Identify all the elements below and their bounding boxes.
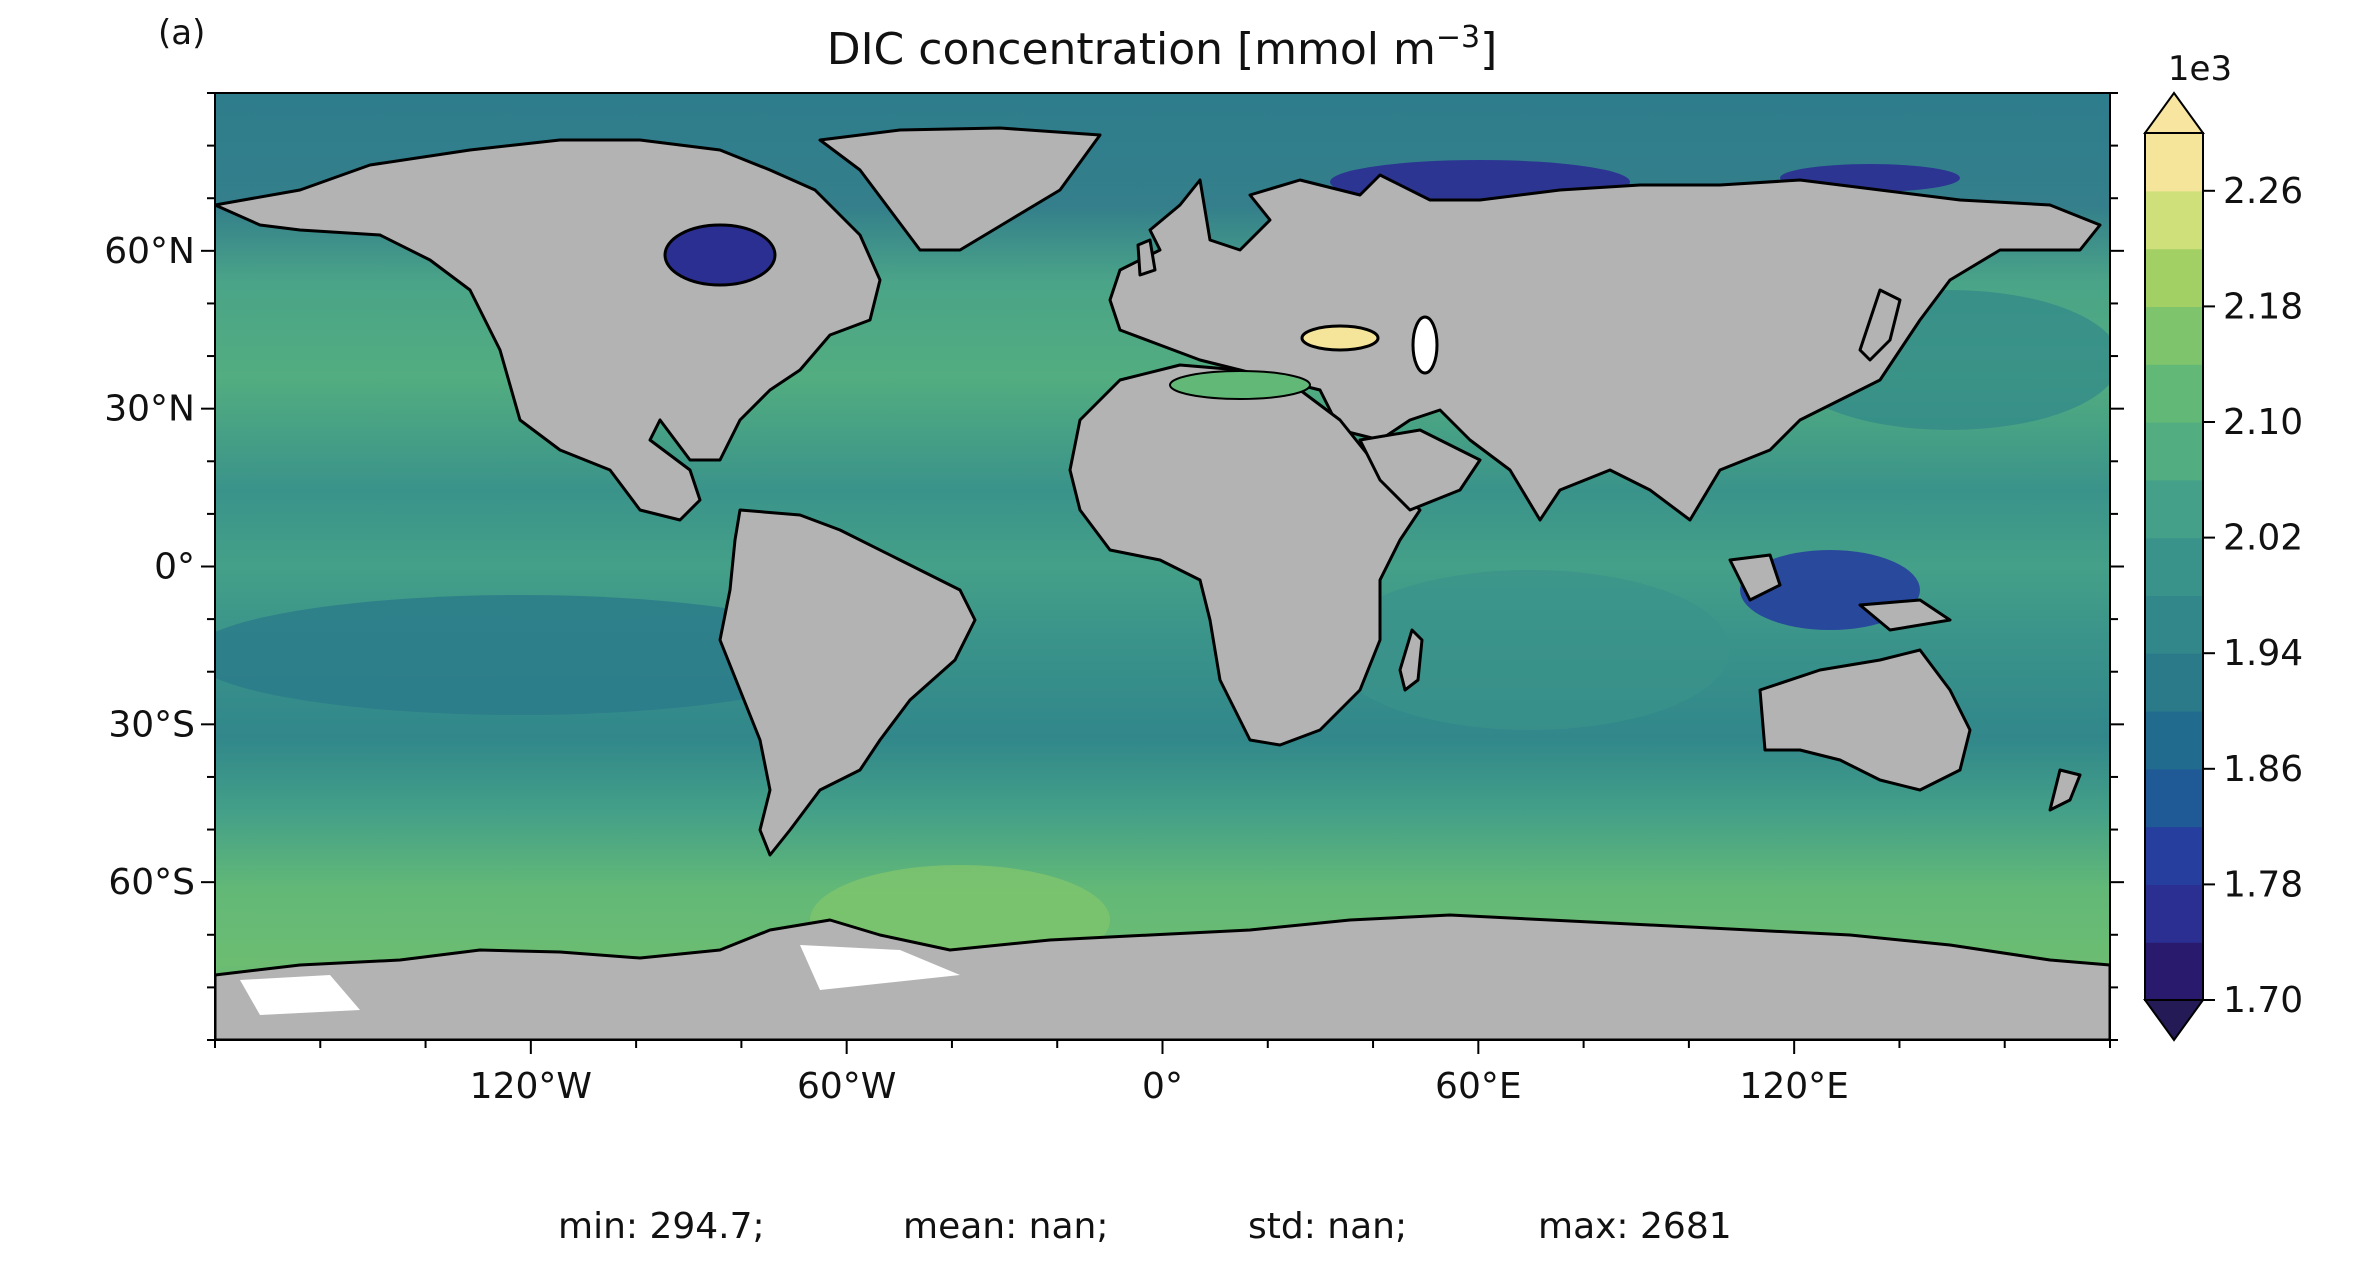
y-tick-label: 60°S xyxy=(108,862,195,903)
caspian-sea xyxy=(1411,315,1439,375)
colorbar-level xyxy=(2145,248,2203,307)
colorbar-tick-label: 1.70 xyxy=(2223,980,2303,1021)
mediterranean xyxy=(1169,370,1311,400)
colorbar-tick-label: 1.94 xyxy=(2223,633,2303,674)
colorbar-tick-label: 2.18 xyxy=(2223,286,2303,327)
ice-gap-weddell xyxy=(800,945,960,990)
colorbar-tick-label: 1.78 xyxy=(2223,864,2303,905)
colorbar-level xyxy=(2145,422,2203,481)
y-tick-label: 60°N xyxy=(104,231,195,272)
stat-min: min: 294.7; xyxy=(558,1206,765,1247)
colorbar-level xyxy=(2145,479,2203,539)
colorbar-level xyxy=(2145,826,2203,885)
x-tick-label: 0° xyxy=(1142,1066,1183,1107)
colorbar: 1e3 2.26 2.18 2.10 2.02 1.94 1.86 1.78 1.70 xyxy=(2143,49,2303,1042)
colorbar-level xyxy=(2145,190,2203,250)
borneo xyxy=(1728,553,1782,602)
colorbar-tick-label: 2.26 xyxy=(2223,171,2303,212)
colorbar-level xyxy=(2145,942,2203,1001)
stat-std: std: nan; xyxy=(1248,1206,1407,1247)
colorbar-level xyxy=(2145,711,2203,770)
south-america xyxy=(718,508,977,857)
map-area xyxy=(215,93,2110,1040)
colorbar-multiplier: 1e3 xyxy=(2168,49,2232,89)
colorbar-extend-under xyxy=(2143,999,2205,1042)
x-tick-label: 60°W xyxy=(797,1066,896,1107)
colorbar-level xyxy=(2145,884,2203,943)
y-tick-label: 30°N xyxy=(104,389,195,430)
colorbar-level xyxy=(2145,537,2203,596)
colorbar-tick-label: 2.10 xyxy=(2223,402,2303,443)
colorbar-tick-label: 2.02 xyxy=(2223,518,2303,559)
x-tick-label: 60°E xyxy=(1435,1066,1522,1107)
ice-gap-antarctic xyxy=(240,975,360,1015)
y-tick-label: 0° xyxy=(154,547,195,588)
hudson-bay xyxy=(663,223,777,287)
colorbar-level xyxy=(2145,595,2203,654)
new-zealand xyxy=(2048,768,2082,812)
eurasia xyxy=(1108,173,2102,522)
new-guinea xyxy=(1858,598,1952,632)
madagascar xyxy=(1398,628,1424,692)
japan xyxy=(1858,288,1902,362)
x-tick-label: 120°W xyxy=(470,1066,592,1107)
colorbar-level xyxy=(2145,133,2203,192)
colorbar-level xyxy=(2145,364,2203,423)
arabian-peninsula xyxy=(1358,428,1482,512)
antarctica xyxy=(215,913,2110,1040)
y-tick-label: 30°S xyxy=(108,704,195,745)
colorbar-extend-over xyxy=(2143,91,2205,134)
colorbar-tick-label: 1.86 xyxy=(2223,749,2303,790)
black-sea xyxy=(1300,324,1380,352)
pacific-low-band xyxy=(215,595,850,715)
colorbar-level xyxy=(2145,768,2203,828)
stat-max: max: 2681 xyxy=(1538,1206,1732,1247)
indian-ocean-patch xyxy=(1330,570,1730,730)
stat-mean: mean: nan; xyxy=(903,1206,1109,1247)
greenland xyxy=(818,126,1102,252)
colorbar-level xyxy=(2145,653,2203,712)
panel-label: (a) xyxy=(158,13,205,53)
chart-title: DIC concentration [mmol m−3] xyxy=(827,20,1498,75)
australia xyxy=(1758,648,1972,792)
colorbar-frame xyxy=(2144,132,2204,1001)
x-axis: 120°W 60°W 0° 60°E 120°E xyxy=(214,1040,2111,1107)
uk xyxy=(1136,238,1157,277)
x-tick-label: 120°E xyxy=(1739,1066,1848,1107)
colorbar-level xyxy=(2145,306,2203,365)
y-axis: 60°N 30°N 0° 30°S 60°S xyxy=(104,92,2124,1041)
